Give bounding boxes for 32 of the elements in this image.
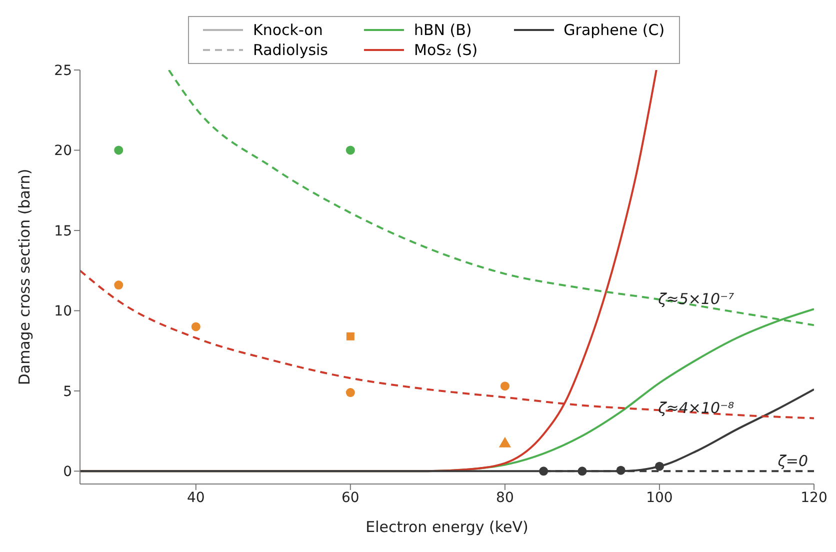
y-tick-label: 0: [63, 464, 72, 480]
annotation: ζ≈4×10⁻⁸: [657, 399, 734, 417]
y-tick-label: 5: [63, 384, 72, 400]
point: [346, 388, 355, 398]
y-axis-title: Damage cross section (barn): [15, 168, 34, 386]
point: [616, 466, 626, 475]
point: [654, 462, 664, 471]
point: [539, 466, 548, 476]
x-tick-label: 100: [646, 490, 673, 506]
point: [114, 146, 124, 155]
point: [346, 332, 354, 340]
x-axis-title: Electron energy (keV): [366, 518, 528, 536]
legend-label: Knock-on: [253, 21, 323, 39]
point: [500, 382, 510, 391]
legend-label: hBN (B): [414, 21, 472, 39]
x-tick-label: 60: [342, 490, 360, 506]
legend-label: Radiolysis: [253, 41, 328, 59]
x-tick-label: 40: [186, 490, 205, 506]
y-tick-label: 10: [54, 304, 72, 320]
point: [346, 146, 355, 155]
point: [578, 466, 587, 476]
point: [191, 322, 200, 332]
annotation: ζ=0: [776, 452, 808, 470]
legend-label: MoS₂ (S): [414, 41, 478, 59]
legend-label: Graphene (C): [564, 21, 665, 39]
y-tick-label: 20: [54, 143, 72, 160]
point: [114, 280, 124, 290]
y-tick-label: 25: [54, 62, 72, 79]
x-tick-label: 80: [496, 490, 514, 506]
x-tick-label: 120: [800, 490, 828, 506]
y-tick-label: 15: [54, 223, 72, 240]
annotation: ζ≈5×10⁻⁷: [657, 290, 734, 308]
